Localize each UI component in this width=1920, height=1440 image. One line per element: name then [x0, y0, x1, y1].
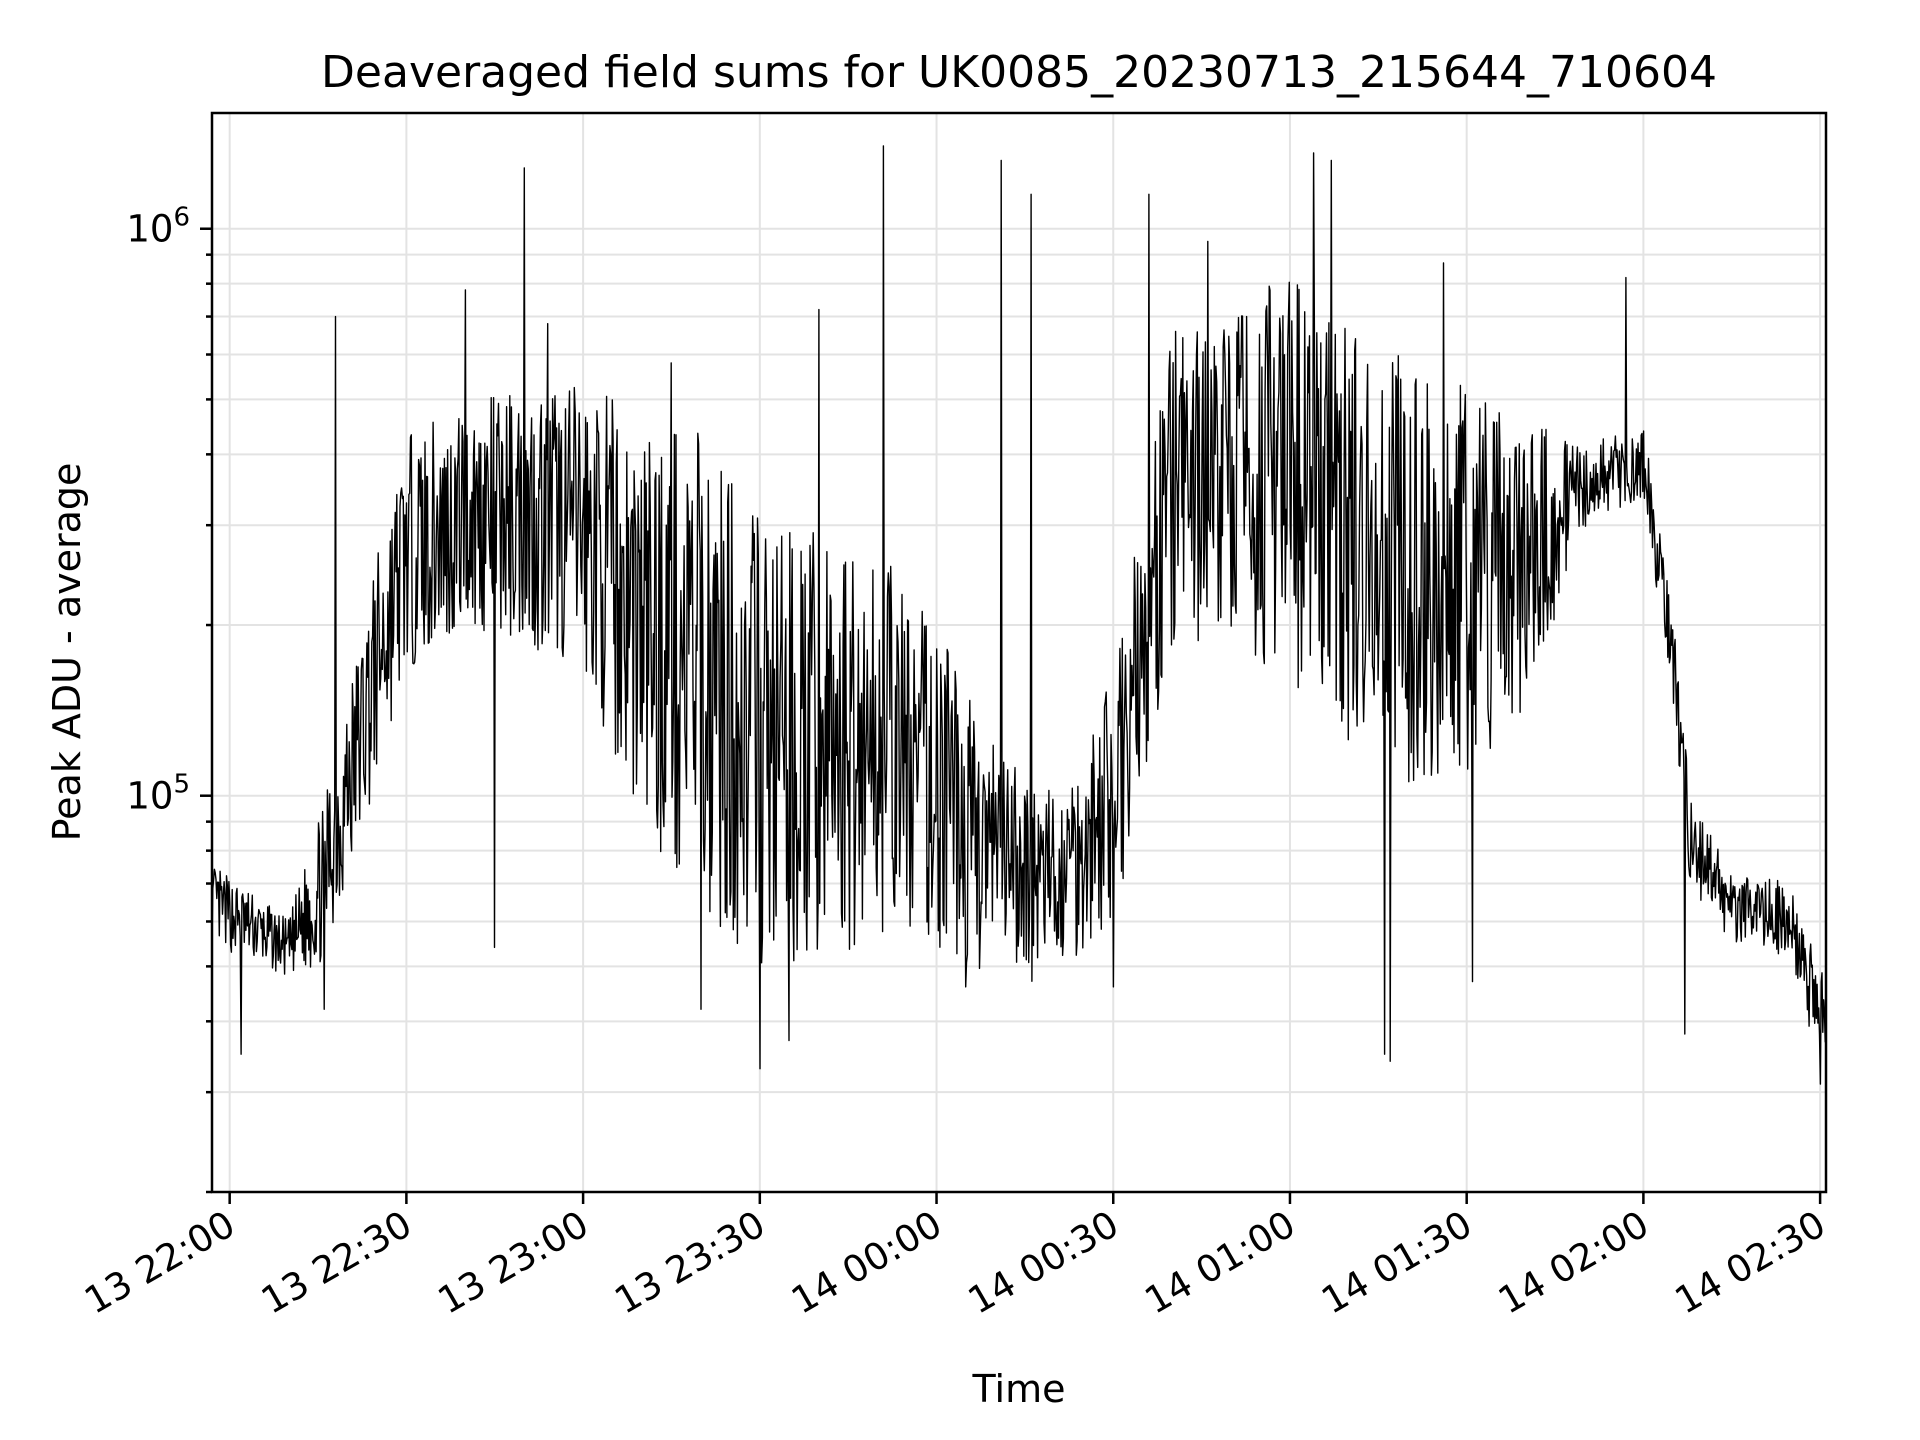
y-tick-label: 105 — [126, 770, 190, 818]
x-axis-label: Time — [972, 1367, 1066, 1411]
y-axis-label: Peak ADU - average — [45, 463, 89, 842]
plot-frame — [210, 111, 1828, 1194]
series-line — [211, 145, 1827, 1085]
chart-title: Deaveraged field sums for UK0085_2023071… — [321, 47, 1717, 98]
series-layer — [211, 145, 1827, 1085]
y-tick-label: 106 — [126, 203, 190, 251]
